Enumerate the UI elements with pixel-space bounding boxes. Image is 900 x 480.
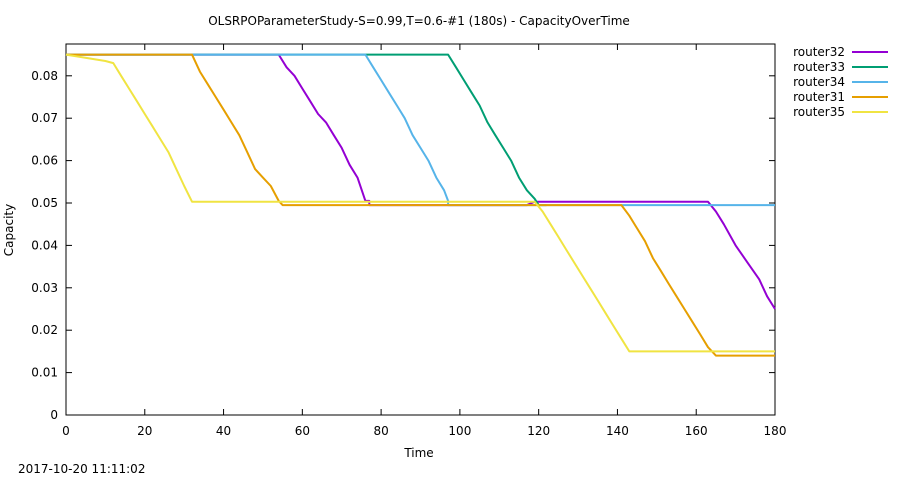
timestamp: 2017-10-20 11:11:02	[18, 462, 146, 476]
series-lines	[65, 53, 776, 357]
series-line-router35	[65, 53, 775, 353]
legend-label-router33: router33	[793, 60, 845, 74]
series-line-router31	[66, 53, 775, 357]
x-tick-label: 120	[527, 424, 550, 438]
x-tick-label: 140	[606, 424, 629, 438]
legend-label-router35: router35	[793, 105, 845, 119]
axis-ticks: 0 20 40 60 80 100 120 140 160 180 0 0.01 0.02 0.03 0.0…	[31, 44, 786, 438]
x-tick-label: 180	[764, 424, 787, 438]
x-tick-label: 160	[685, 424, 708, 438]
plot-area-frame	[65, 43, 776, 416]
y-tick-label: 0.06	[31, 154, 58, 168]
x-axis-label: Time	[403, 446, 433, 460]
legend-label-router34: router34	[793, 75, 845, 89]
x-tick-label: 80	[373, 424, 388, 438]
y-tick-label: 0.08	[31, 69, 58, 83]
legend-label-router32: router32	[793, 45, 845, 59]
y-tick-label: 0	[50, 408, 58, 422]
x-tick-label: 0	[62, 424, 70, 438]
chart-title: OLSRPOParameterStudy-S=0.99,T=0.6-#1 (18…	[208, 14, 630, 28]
series-line-router32	[66, 53, 776, 310]
y-tick-label: 0.07	[31, 111, 58, 125]
x-tick-label: 60	[295, 424, 310, 438]
x-tick-label: 40	[216, 424, 231, 438]
y-axis-label: Capacity	[2, 204, 16, 256]
series-line-router34	[66, 53, 775, 207]
y-tick-label: 0.05	[31, 196, 58, 210]
y-tick-label: 0.01	[31, 366, 58, 380]
y-tick-label: 0.04	[31, 238, 58, 252]
y-tick-label: 0.02	[31, 323, 58, 337]
y-tick-label: 0.03	[31, 281, 58, 295]
x-tick-label: 20	[137, 424, 152, 438]
legend-label-router31: router31	[793, 90, 845, 104]
series-line-router33	[66, 53, 547, 207]
x-tick-label: 100	[448, 424, 471, 438]
